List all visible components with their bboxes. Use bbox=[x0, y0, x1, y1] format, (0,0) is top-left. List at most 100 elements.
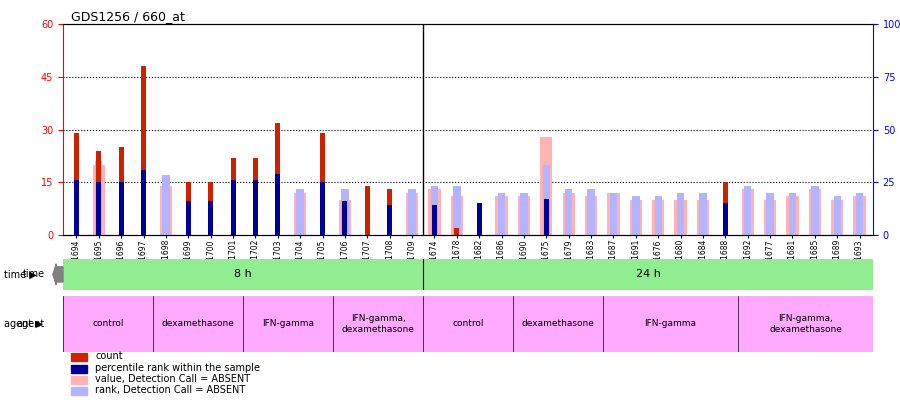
Bar bbox=[95, 161, 103, 235]
Bar bbox=[518, 196, 530, 235]
Bar bbox=[387, 189, 392, 235]
Bar bbox=[610, 193, 617, 235]
Bar bbox=[71, 353, 87, 361]
Bar bbox=[253, 180, 258, 235]
Text: IFN-gamma: IFN-gamma bbox=[644, 320, 697, 328]
Bar bbox=[294, 193, 306, 235]
Bar bbox=[243, 296, 333, 352]
Bar bbox=[744, 186, 752, 235]
Bar bbox=[253, 158, 258, 235]
Bar bbox=[544, 231, 549, 235]
Bar bbox=[831, 200, 843, 235]
Bar bbox=[454, 228, 459, 235]
Bar bbox=[74, 180, 79, 235]
Bar bbox=[738, 296, 873, 352]
Bar bbox=[71, 364, 87, 373]
Bar bbox=[477, 203, 482, 235]
Bar bbox=[333, 296, 423, 352]
Bar bbox=[833, 196, 841, 235]
Bar bbox=[153, 296, 243, 352]
Bar bbox=[296, 189, 304, 235]
Bar bbox=[543, 165, 550, 235]
Bar bbox=[71, 387, 87, 395]
Bar bbox=[544, 199, 549, 235]
Bar bbox=[853, 196, 866, 235]
Bar bbox=[423, 259, 873, 290]
Bar bbox=[141, 66, 146, 235]
Text: percentile rank within the sample: percentile rank within the sample bbox=[95, 363, 260, 373]
Bar bbox=[811, 186, 818, 235]
Bar bbox=[788, 193, 796, 235]
Text: GDS1256 / 660_at: GDS1256 / 660_at bbox=[71, 10, 185, 23]
Bar bbox=[856, 193, 863, 235]
Bar bbox=[498, 193, 505, 235]
Bar bbox=[603, 296, 738, 352]
Bar bbox=[764, 200, 776, 235]
Bar bbox=[71, 376, 87, 384]
Bar bbox=[423, 296, 513, 352]
Bar bbox=[185, 182, 191, 235]
Bar bbox=[654, 196, 662, 235]
Bar bbox=[677, 193, 684, 235]
Bar bbox=[275, 174, 280, 235]
FancyArrow shape bbox=[53, 264, 63, 285]
Text: agent ▶: agent ▶ bbox=[4, 319, 43, 329]
Text: value, Detection Call = ABSENT: value, Detection Call = ABSENT bbox=[95, 374, 250, 384]
Bar bbox=[364, 186, 370, 235]
Bar bbox=[387, 205, 392, 235]
Bar bbox=[185, 201, 191, 235]
Bar bbox=[162, 175, 169, 235]
Bar bbox=[723, 182, 728, 235]
Bar bbox=[697, 200, 709, 235]
Text: control: control bbox=[92, 320, 124, 328]
Bar bbox=[477, 228, 482, 235]
Text: agent: agent bbox=[17, 319, 45, 329]
Bar bbox=[428, 189, 441, 235]
Bar bbox=[562, 193, 575, 235]
Bar bbox=[409, 189, 416, 235]
Bar bbox=[406, 193, 419, 235]
Bar bbox=[63, 296, 153, 352]
Bar bbox=[453, 186, 461, 235]
Bar bbox=[343, 201, 347, 235]
Text: 24 h: 24 h bbox=[635, 269, 661, 279]
Text: count: count bbox=[95, 352, 123, 361]
Bar bbox=[341, 189, 348, 235]
Text: control: control bbox=[452, 320, 484, 328]
Bar bbox=[320, 133, 325, 235]
Text: IFN-gamma,
dexamethasone: IFN-gamma, dexamethasone bbox=[770, 314, 842, 334]
Bar bbox=[338, 200, 351, 235]
Bar bbox=[96, 182, 102, 235]
Bar bbox=[495, 196, 508, 235]
Bar bbox=[723, 203, 728, 235]
Bar bbox=[230, 158, 236, 235]
Text: IFN-gamma,
dexamethasone: IFN-gamma, dexamethasone bbox=[342, 314, 414, 334]
Bar bbox=[608, 193, 619, 235]
Bar bbox=[767, 193, 774, 235]
Bar bbox=[540, 136, 553, 235]
Bar bbox=[451, 196, 463, 235]
Bar bbox=[432, 205, 436, 235]
Text: 8 h: 8 h bbox=[234, 269, 252, 279]
Bar bbox=[431, 186, 438, 235]
Bar bbox=[585, 196, 598, 235]
Bar bbox=[632, 196, 640, 235]
Bar bbox=[652, 200, 664, 235]
Bar bbox=[96, 151, 102, 235]
Bar bbox=[119, 147, 123, 235]
Text: dexamethasone: dexamethasone bbox=[522, 320, 594, 328]
Text: time ▶: time ▶ bbox=[4, 269, 37, 279]
Bar bbox=[674, 200, 687, 235]
Bar bbox=[119, 182, 123, 235]
Bar bbox=[141, 170, 146, 235]
Text: rank, Detection Call = ABSENT: rank, Detection Call = ABSENT bbox=[95, 386, 246, 395]
Bar bbox=[699, 193, 707, 235]
Bar bbox=[74, 133, 79, 235]
Text: IFN-gamma: IFN-gamma bbox=[262, 320, 314, 328]
Bar bbox=[93, 165, 105, 235]
Bar bbox=[520, 193, 527, 235]
Bar bbox=[208, 201, 213, 235]
Bar bbox=[208, 182, 213, 235]
Bar bbox=[230, 180, 236, 235]
Text: dexamethasone: dexamethasone bbox=[162, 320, 234, 328]
